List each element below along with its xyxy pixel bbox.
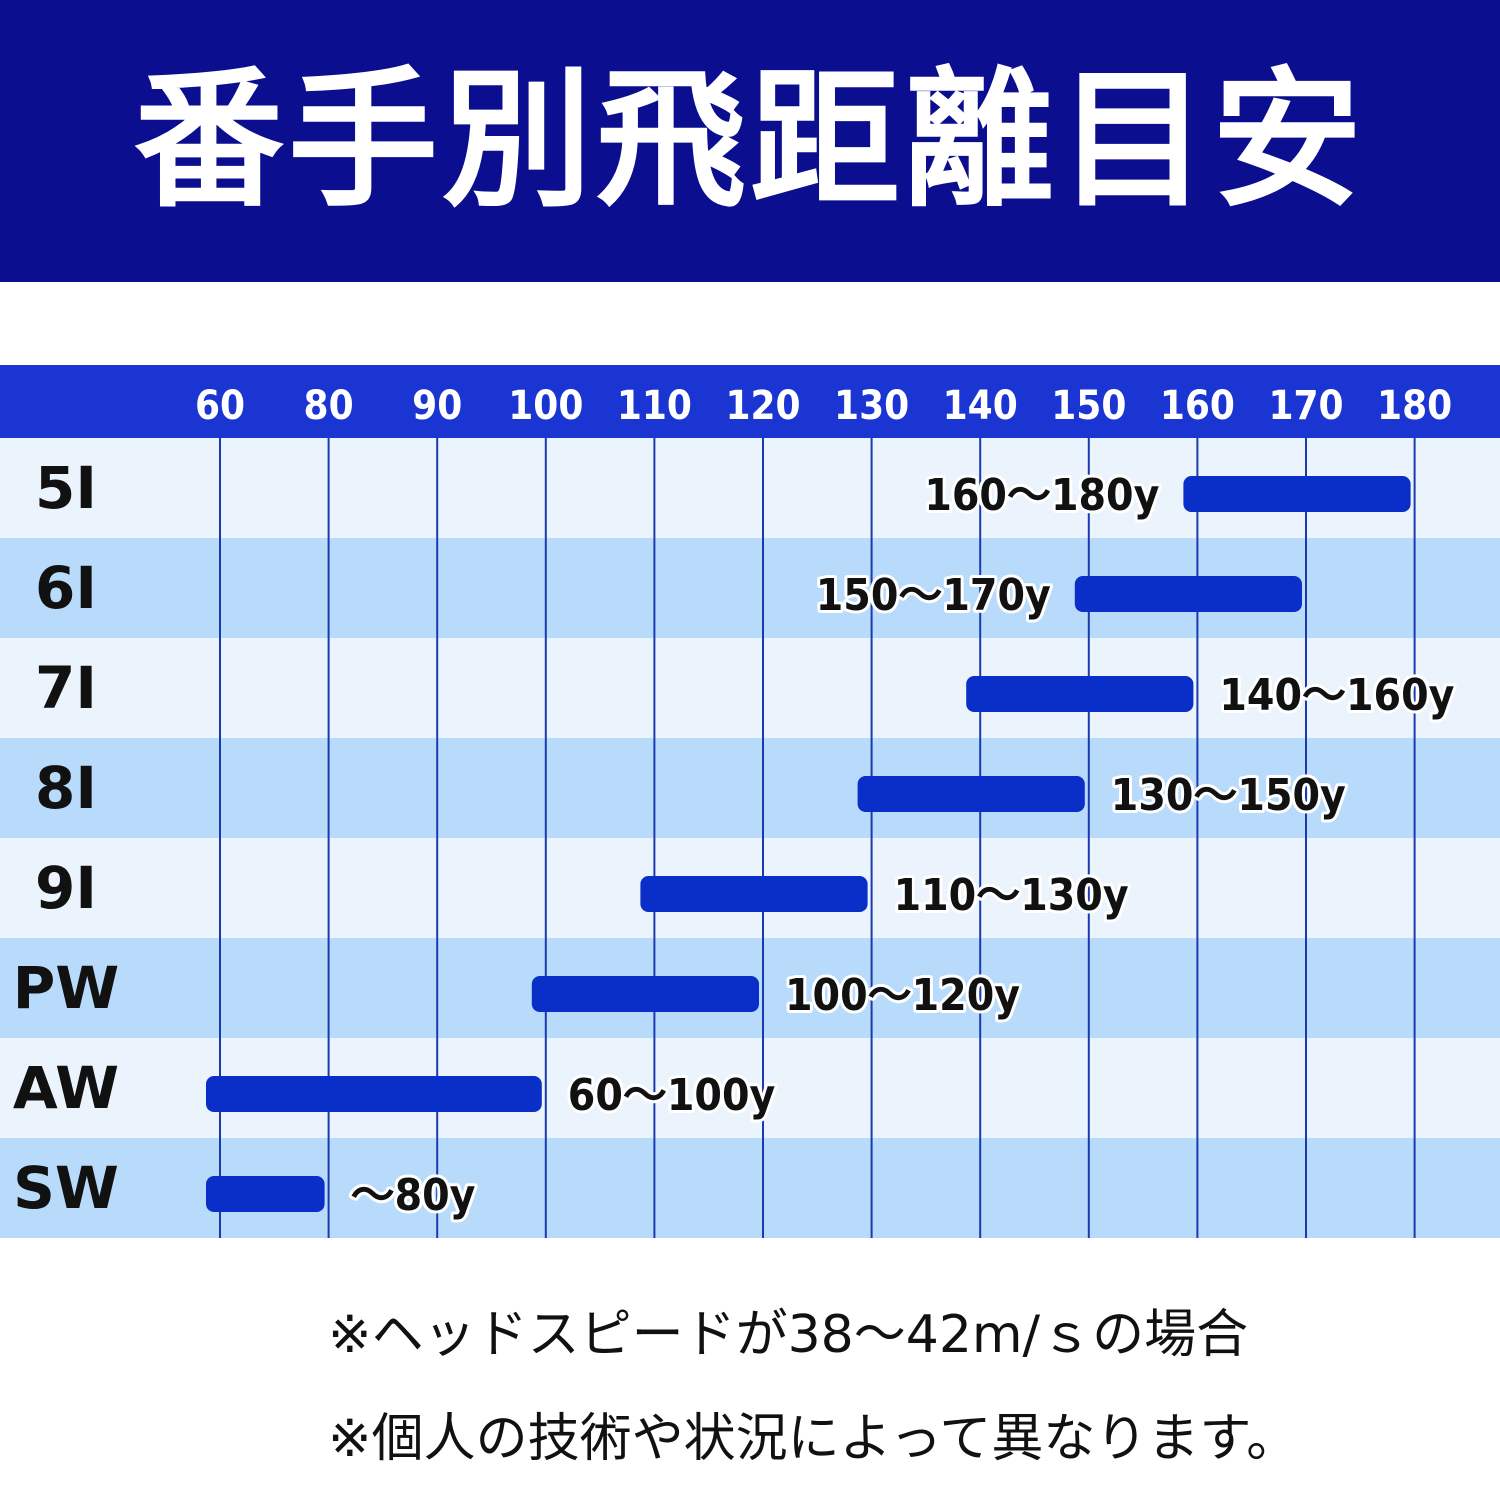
x-tick-label-130: 130	[834, 383, 909, 429]
bar-label-8i: 130〜150y	[1111, 770, 1346, 821]
bar-8i	[857, 776, 1085, 812]
bar-sw	[206, 1176, 325, 1212]
x-tick-label-120: 120	[725, 383, 800, 429]
x-tick-label-60: 60	[195, 383, 245, 429]
club-label-sw: SW	[13, 1154, 119, 1222]
x-tick-label-170: 170	[1268, 383, 1343, 429]
row-band-8i	[0, 738, 1500, 838]
bar-6i	[1074, 576, 1302, 612]
bar-aw	[206, 1076, 542, 1112]
x-tick-label-90: 90	[412, 383, 462, 429]
bar-label-6i: 150〜170y	[816, 570, 1051, 621]
note-head-speed: ※ヘッドスピードが38〜42m/ｓの場合	[328, 1305, 1249, 1365]
x-tick-label-140: 140	[943, 383, 1018, 429]
x-tick-label-110: 110	[617, 383, 692, 429]
bar-label-sw: 〜80y	[351, 1170, 476, 1221]
bar-7i	[966, 676, 1194, 712]
club-label-9i: 9I	[35, 854, 97, 922]
club-label-aw: AW	[13, 1054, 119, 1122]
bar-label-7i: 140〜160y	[1219, 670, 1454, 721]
title-banner: 番手別飛距離目安	[0, 0, 1500, 282]
bar-9i	[640, 876, 868, 912]
club-label-5i: 5I	[35, 454, 97, 522]
bar-pw	[531, 976, 759, 1012]
chart-header-band	[0, 365, 1500, 438]
x-tick-label-160: 160	[1160, 383, 1235, 429]
bar-label-pw: 100〜120y	[785, 970, 1020, 1021]
bar-label-9i: 110〜130y	[894, 870, 1129, 921]
distance-chart: 60 80 90 100 110 120 130 140 150 160 170 180 5I 6I 7I 8…	[0, 365, 1500, 1238]
bar-label-aw: 60〜100y	[568, 1070, 776, 1121]
x-tick-label-100: 100	[508, 383, 583, 429]
club-label-7i: 7I	[35, 654, 97, 722]
x-tick-label-180: 180	[1377, 383, 1452, 429]
page-title: 番手別飛距離目安	[133, 54, 1366, 228]
row-band-7i	[0, 638, 1500, 738]
x-tick-label-80: 80	[304, 383, 354, 429]
note-disclaimer: ※個人の技術や状況によって異なります。	[328, 1409, 1299, 1469]
club-label-6i: 6I	[35, 554, 97, 622]
club-label-8i: 8I	[35, 754, 97, 822]
x-tick-label-150: 150	[1051, 383, 1126, 429]
club-label-pw: PW	[13, 954, 119, 1022]
bar-5i	[1183, 476, 1411, 512]
bar-label-5i: 160〜180y	[924, 470, 1159, 521]
